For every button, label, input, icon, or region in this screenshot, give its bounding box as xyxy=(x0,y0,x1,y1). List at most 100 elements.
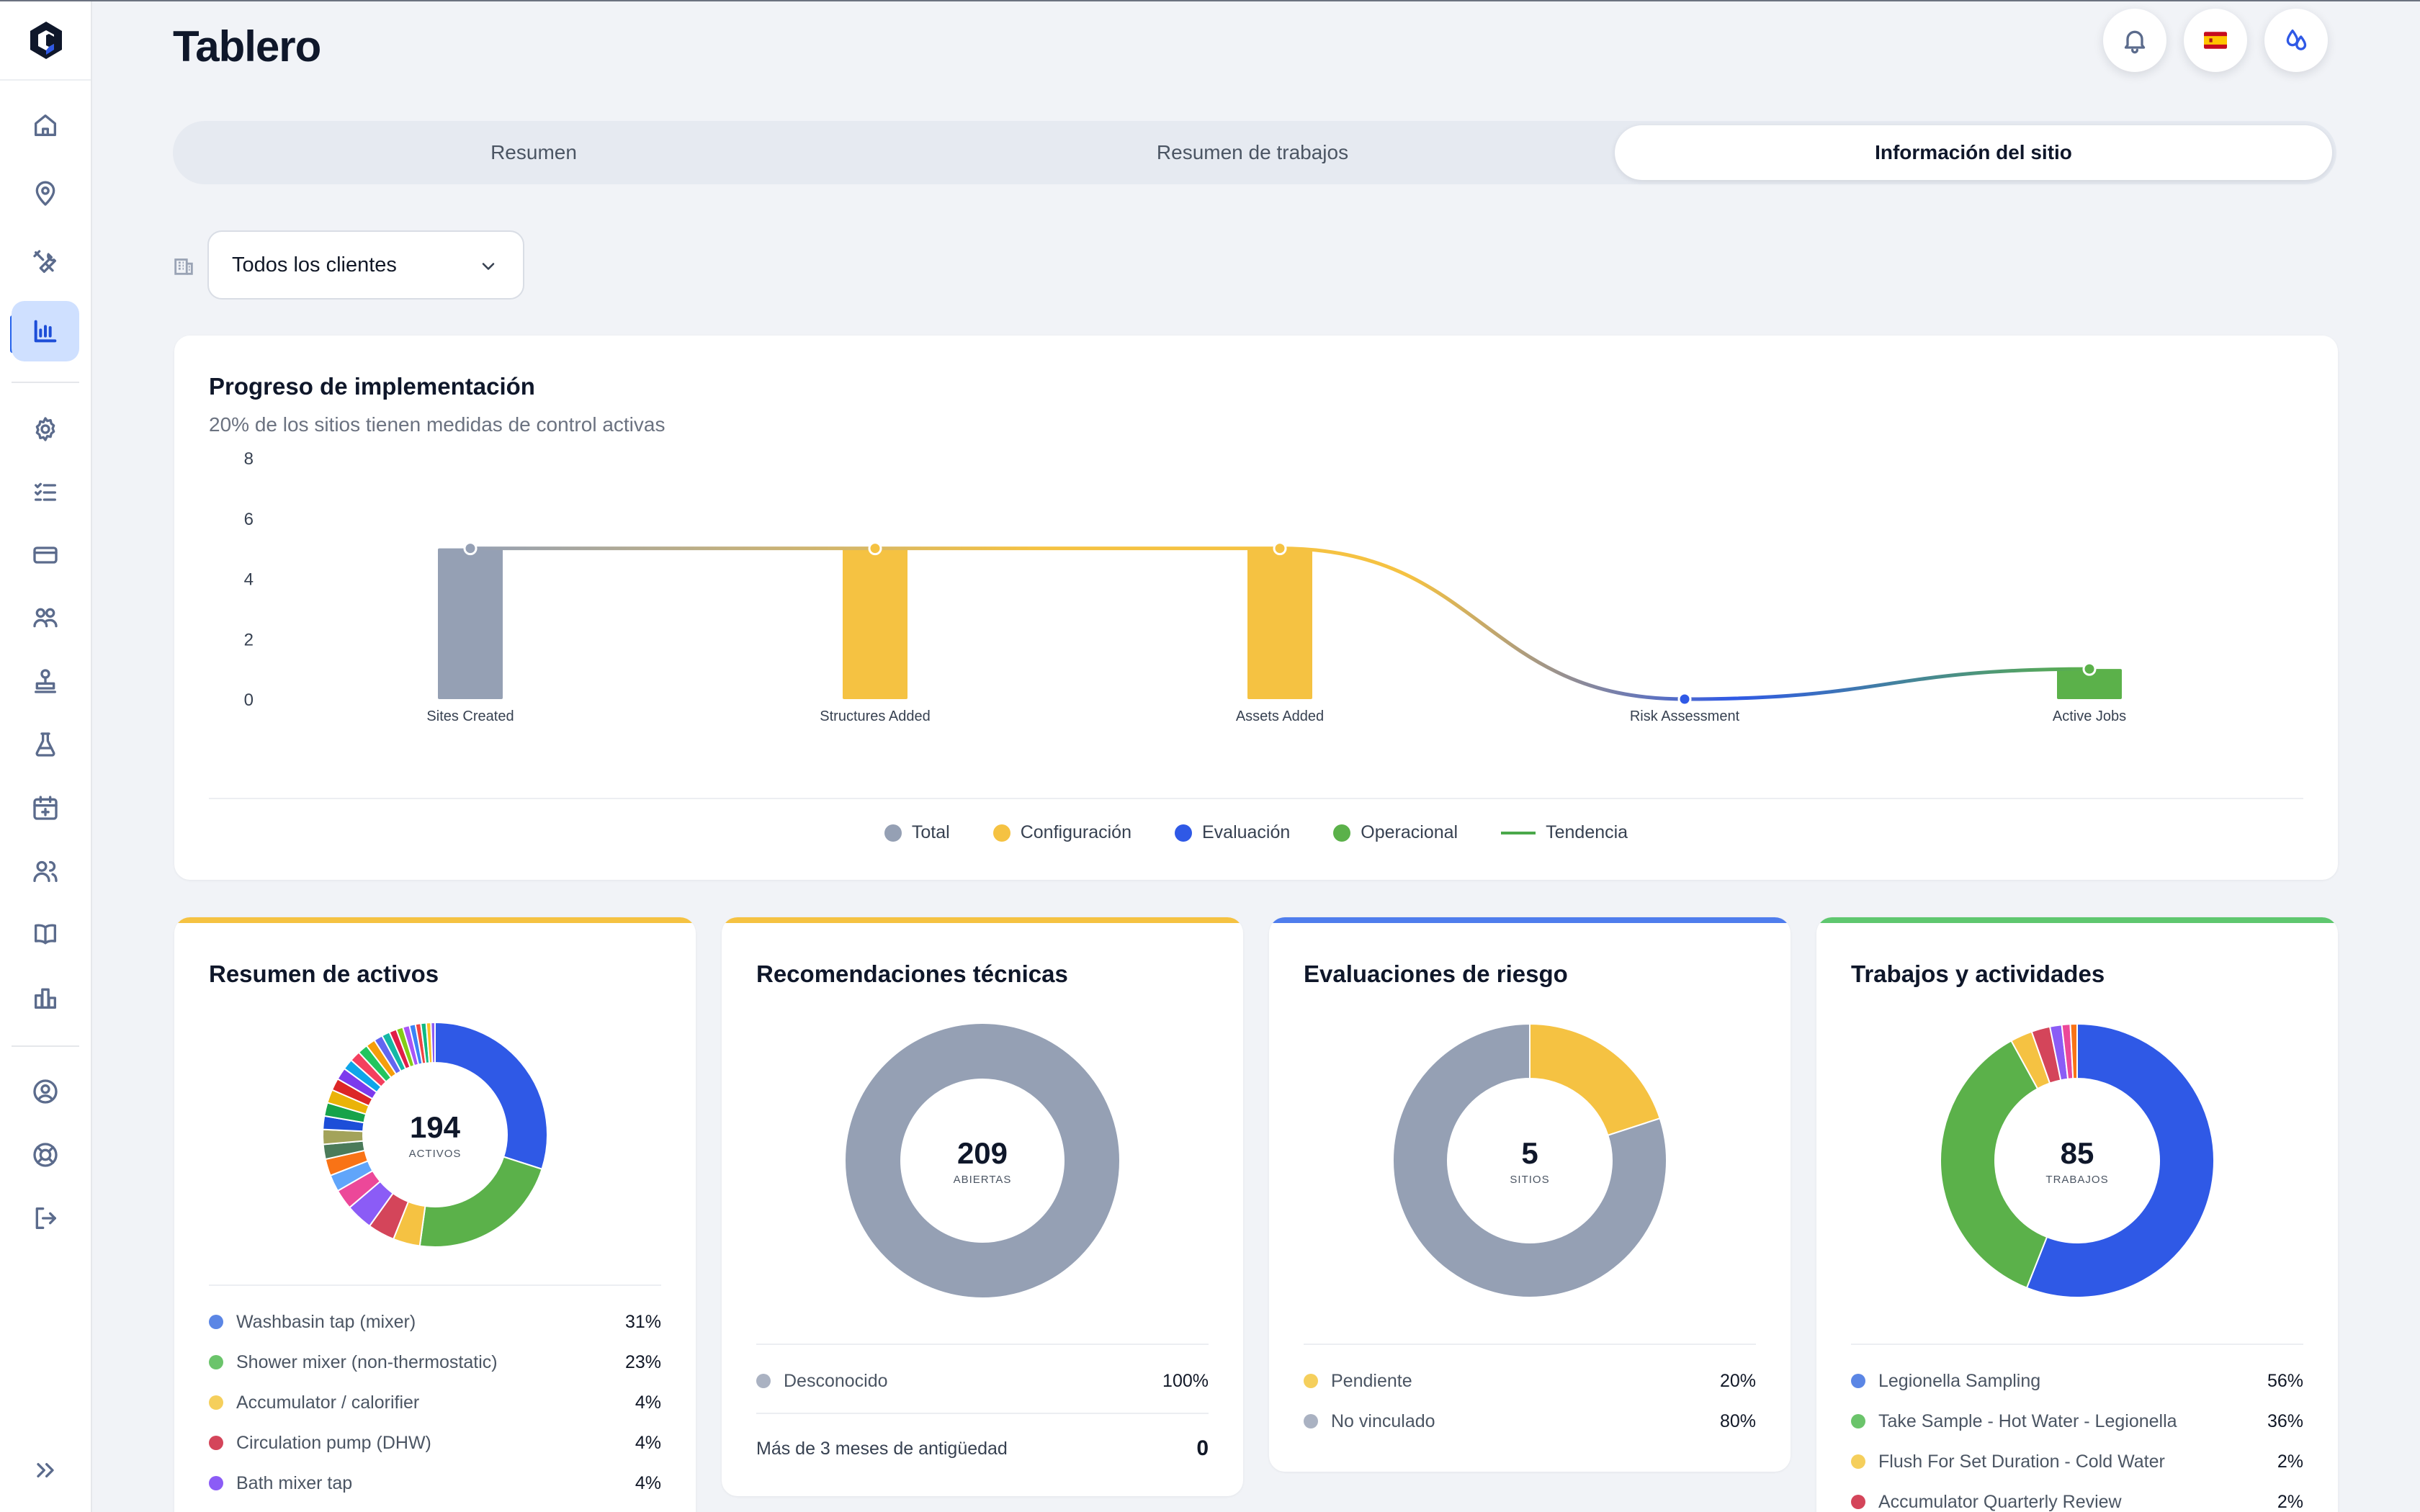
assets-card-title: Resumen de activos xyxy=(209,960,439,987)
legend-item-evaluación[interactable]: Evaluación xyxy=(1174,822,1291,843)
nav-lab[interactable] xyxy=(12,714,79,775)
client-filter-icon-wrap xyxy=(171,253,196,278)
trend-point[interactable] xyxy=(1677,692,1692,706)
risk-legend-row: No vinculado 80% xyxy=(1304,1410,1756,1433)
legend-dot xyxy=(1851,1495,1865,1509)
checklist-icon xyxy=(35,482,57,501)
legend-dot xyxy=(209,1315,223,1329)
donut-segment[interactable] xyxy=(1940,1040,2048,1289)
trend-point[interactable] xyxy=(1273,541,1287,556)
legend-label: Operacional xyxy=(1361,822,1458,842)
bar-active-jobs[interactable] xyxy=(2057,669,2122,699)
x-tick-label: Structures Added xyxy=(820,708,930,724)
recommendations-donut: 209 ABIERTAS xyxy=(846,1024,1119,1297)
legend-dot xyxy=(209,1355,223,1369)
nav-sites[interactable] xyxy=(12,163,79,224)
trend-point[interactable] xyxy=(868,541,882,556)
people-group-icon xyxy=(33,608,58,628)
legend-dot xyxy=(756,1374,771,1388)
building-chart-icon xyxy=(35,988,56,1009)
card-divider xyxy=(756,1344,1209,1345)
nav-users[interactable] xyxy=(12,841,79,901)
nav-dashboard[interactable] xyxy=(12,301,79,361)
legend-row-label: Take Sample - Hot Water - Legionella xyxy=(1878,1410,2177,1431)
implementation-progress-card: Progreso de implementación 20% de los si… xyxy=(174,336,2338,880)
building-icon xyxy=(174,258,193,275)
legend-row-percent: 56% xyxy=(2267,1370,2303,1391)
bar-sites-created[interactable] xyxy=(438,548,503,699)
trend-point[interactable] xyxy=(463,541,478,556)
gear-icon xyxy=(35,417,55,441)
legend-item-total[interactable]: Total xyxy=(884,822,950,843)
donut-segment[interactable] xyxy=(430,1021,436,1064)
jobs-donut-chart xyxy=(1940,1022,2215,1298)
tab-jobs-summary[interactable]: Resumen de trabajos xyxy=(1156,141,1349,163)
donut-segment[interactable] xyxy=(2025,1022,2215,1298)
legend-item-operacional[interactable]: Operacional xyxy=(1333,822,1458,843)
jobs-donut: 85 TRABAJOS xyxy=(1940,1022,2215,1298)
legend-dot xyxy=(1304,1414,1318,1428)
client-select-value: Todos los clientes xyxy=(232,253,397,276)
lifebuoy-icon xyxy=(33,1143,58,1167)
app-logo-icon[interactable] xyxy=(24,19,68,62)
notifications-button[interactable] xyxy=(2103,9,2166,72)
user-circle-icon xyxy=(33,1079,58,1104)
nav-tools[interactable] xyxy=(12,232,79,292)
nav-settings[interactable] xyxy=(12,399,79,459)
nav-contractors[interactable] xyxy=(12,588,79,648)
users-icon xyxy=(33,860,58,882)
flask-icon xyxy=(35,732,55,757)
logout-icon xyxy=(35,1207,57,1229)
bar-assets-added[interactable] xyxy=(1247,548,1312,699)
implementation-progress-chart: 0 2 4 6 8 Sites Created Structures Added Assets… xyxy=(244,449,2126,724)
assets-legend-row: Circulation pump (DHW) 4% xyxy=(209,1431,661,1454)
nav-support[interactable] xyxy=(12,1125,79,1185)
client-select[interactable]: Todos los clientes xyxy=(207,230,524,300)
nav-docs[interactable] xyxy=(12,904,79,965)
donut-segment[interactable] xyxy=(434,1021,548,1171)
donut-segment[interactable] xyxy=(2069,1022,2078,1080)
tab-summary[interactable]: Resumen xyxy=(490,141,577,163)
legend-label: Evaluación xyxy=(1201,822,1291,842)
nav-schedule[interactable] xyxy=(12,778,79,838)
card-divider xyxy=(209,1284,661,1286)
language-button[interactable] xyxy=(2184,9,2247,72)
legend-label: Total xyxy=(911,822,950,842)
page-title: Tablero xyxy=(173,22,321,71)
calendar-add-icon xyxy=(33,796,58,820)
legend-dot xyxy=(209,1395,223,1410)
nav-profile[interactable] xyxy=(12,1061,79,1122)
progress-title: Progreso de implementación xyxy=(209,373,535,400)
jobs-unit: TRABAJOS xyxy=(2045,1173,2109,1186)
nav-buildings[interactable] xyxy=(12,968,79,1028)
tab-site-info[interactable]: Información del sitio xyxy=(1615,125,2332,180)
legend-row-percent: 100% xyxy=(1162,1370,1209,1391)
x-tick-label: Assets Added xyxy=(1236,708,1324,724)
card-accent-bar xyxy=(722,917,1243,923)
legend-row-percent: 80% xyxy=(1719,1410,1756,1431)
nav-home[interactable] xyxy=(12,95,79,156)
legend-item-configuración[interactable]: Configuración xyxy=(992,822,1131,843)
jobs-total: 85 xyxy=(2060,1135,2094,1170)
water-theme-button[interactable] xyxy=(2264,9,2328,72)
nav-tasks[interactable] xyxy=(12,462,79,523)
nav-billing[interactable] xyxy=(12,525,79,585)
donut-segment[interactable] xyxy=(846,1024,1119,1297)
legend-row-percent: 2% xyxy=(2277,1491,2303,1512)
donut-segment[interactable] xyxy=(1392,1022,1667,1298)
bell-icon xyxy=(2124,30,2146,54)
nav-compliance[interactable] xyxy=(12,651,79,711)
legend-dot xyxy=(1851,1414,1865,1428)
sidebar-expand-button[interactable] xyxy=(12,1440,79,1500)
legend-row-label: No vinculado xyxy=(1331,1410,1435,1431)
legend-item-tendencia[interactable]: Tendencia xyxy=(1501,822,1628,843)
recommendations-card-title: Recomendaciones técnicas xyxy=(756,960,1068,987)
legend-dot xyxy=(209,1436,223,1450)
risk-total: 5 xyxy=(1521,1135,1538,1170)
bar-structures-added[interactable] xyxy=(843,548,908,699)
nav-logout[interactable] xyxy=(12,1188,79,1248)
jobs-legend-row: Accumulator Quarterly Review 2% xyxy=(1851,1490,2303,1512)
legend-row-percent: 4% xyxy=(635,1472,661,1493)
risk-unit: SITIOS xyxy=(1510,1173,1550,1186)
trend-point[interactable] xyxy=(2082,662,2097,676)
